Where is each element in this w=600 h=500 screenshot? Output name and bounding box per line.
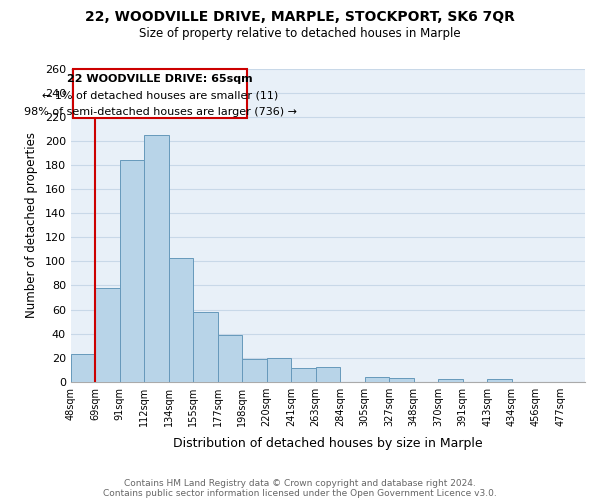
Text: Size of property relative to detached houses in Marple: Size of property relative to detached ho… — [139, 28, 461, 40]
Bar — [120, 160, 145, 382]
Bar — [169, 258, 193, 382]
Text: 22, WOODVILLE DRIVE, MARPLE, STOCKPORT, SK6 7QR: 22, WOODVILLE DRIVE, MARPLE, STOCKPORT, … — [85, 10, 515, 24]
Bar — [267, 358, 291, 382]
Text: Contains public sector information licensed under the Open Government Licence v3: Contains public sector information licen… — [103, 488, 497, 498]
Bar — [389, 378, 413, 382]
Bar — [291, 368, 316, 382]
Y-axis label: Number of detached properties: Number of detached properties — [25, 132, 38, 318]
Bar — [487, 379, 512, 382]
Text: 22 WOODVILLE DRIVE: 65sqm: 22 WOODVILLE DRIVE: 65sqm — [67, 74, 253, 84]
Text: ← 1% of detached houses are smaller (11): ← 1% of detached houses are smaller (11) — [42, 90, 278, 100]
Bar — [316, 367, 340, 382]
X-axis label: Distribution of detached houses by size in Marple: Distribution of detached houses by size … — [173, 437, 483, 450]
Bar — [95, 288, 120, 382]
Text: Contains HM Land Registry data © Crown copyright and database right 2024.: Contains HM Land Registry data © Crown c… — [124, 478, 476, 488]
Bar — [193, 312, 218, 382]
Bar — [145, 135, 169, 382]
FancyBboxPatch shape — [73, 69, 247, 118]
Bar — [218, 335, 242, 382]
Bar — [365, 377, 389, 382]
Bar — [71, 354, 95, 382]
Bar — [438, 379, 463, 382]
Bar — [242, 359, 267, 382]
Text: 98% of semi-detached houses are larger (736) →: 98% of semi-detached houses are larger (… — [23, 106, 296, 117]
